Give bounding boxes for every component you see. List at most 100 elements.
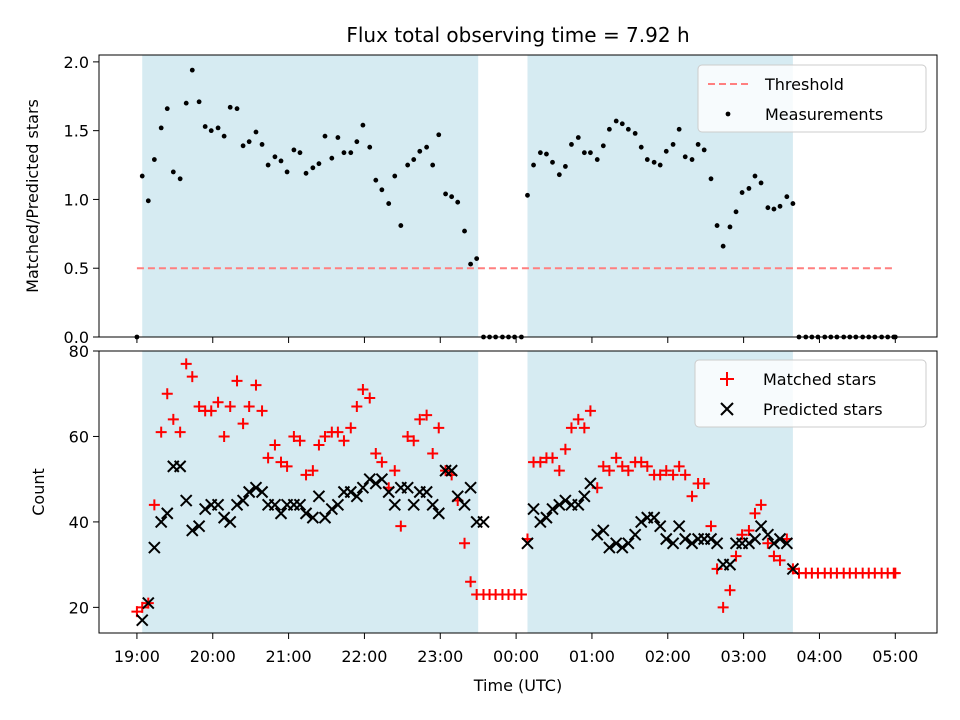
measurement-point — [462, 228, 467, 234]
measurement-point — [373, 177, 379, 183]
x-tick-label: 23:00 — [417, 647, 463, 666]
matched-star-point — [300, 469, 312, 481]
measurement-point — [575, 135, 581, 140]
predicted-star-point — [591, 528, 604, 541]
measurement-point — [348, 150, 354, 156]
matched-star-point — [717, 601, 729, 613]
measurement-point — [701, 147, 707, 153]
predicted-star-point — [407, 498, 420, 512]
predicted-star-point — [704, 532, 718, 546]
measurement-point — [449, 194, 455, 200]
predicted-star-point — [293, 498, 307, 512]
predicted-star-point — [350, 490, 364, 503]
matched-star-point — [357, 383, 369, 395]
bottom-legend-frame — [694, 359, 927, 428]
predicted-star-point — [325, 502, 339, 516]
measurement-point — [240, 143, 246, 149]
predicted-star-point — [653, 519, 667, 533]
measurement-point — [537, 150, 543, 156]
measurement-point — [790, 201, 796, 206]
x-tick-label: 20:00 — [190, 647, 236, 666]
measurement-point — [455, 199, 461, 205]
measurement-point — [771, 206, 777, 212]
matched-star-point — [641, 460, 653, 472]
matched-star-point — [275, 456, 287, 468]
measurement-point — [291, 147, 297, 153]
measurement-point — [341, 150, 347, 156]
measurement-point — [689, 157, 695, 162]
legend-measurements-label: Measurements — [765, 105, 883, 124]
measurement-point — [139, 173, 145, 179]
predicted-star-point — [723, 558, 737, 571]
predicted-star-point — [748, 532, 762, 546]
chart-title: Flux total observing time = 7.92 h — [346, 23, 689, 47]
measurement-point — [663, 148, 669, 154]
predicted-star-point — [761, 528, 775, 541]
measurement-point — [758, 180, 764, 186]
measurement-point — [714, 223, 720, 228]
measurement-point — [531, 162, 536, 168]
measurement-point — [322, 133, 328, 139]
matched-star-point — [465, 576, 477, 588]
matched-star-point — [515, 589, 527, 601]
predicted-star-point — [375, 472, 389, 486]
predicted-star-point — [230, 498, 244, 512]
predicted-star-point — [578, 490, 591, 503]
matched-star-point — [610, 452, 622, 464]
measurement-point — [708, 176, 714, 182]
matched-star-point — [224, 401, 236, 413]
matched-star-point — [421, 409, 433, 421]
measurement-point — [265, 162, 271, 168]
predicted-star-point — [553, 498, 566, 512]
matched-star-point — [136, 601, 148, 613]
measurement-point — [777, 203, 783, 209]
bottom-panel: 20 40 60 80 19:00 20:00 21:00 22:00 23:00 00:00 01… — [29, 342, 938, 695]
matched-star-point — [414, 413, 426, 425]
measurement-point — [189, 67, 195, 73]
predicted-star-point — [451, 490, 464, 503]
y-tick-label: 1.5 — [64, 122, 89, 141]
matched-star-point — [294, 435, 306, 447]
predicted-star-point — [331, 498, 345, 512]
matched-star-point — [364, 392, 376, 404]
matched-star-point — [603, 465, 615, 477]
matched-star-point — [584, 405, 596, 417]
matched-star-point — [319, 430, 331, 442]
matched-star-point — [635, 456, 647, 468]
matched-star-point — [408, 435, 420, 447]
predicted-star-point — [603, 541, 616, 554]
predicted-star-point — [458, 498, 471, 512]
predicted-star-point — [780, 537, 794, 550]
matched-star-point — [370, 448, 382, 460]
measurement-point — [556, 172, 562, 178]
x-tick-label: 04:00 — [796, 647, 842, 666]
predicted-star-point — [136, 613, 149, 627]
x-tick-label: 22:00 — [341, 647, 387, 666]
measurement-point — [606, 126, 612, 132]
matched-star-point — [389, 465, 401, 477]
matched-star-point — [395, 520, 407, 532]
measurement-point — [581, 150, 587, 156]
matched-star-point — [534, 456, 546, 468]
matched-star-point — [755, 499, 767, 511]
measurement-point — [234, 106, 240, 112]
measurement-point — [177, 176, 183, 182]
matched-star-point — [762, 537, 774, 549]
matched-star-point — [218, 430, 230, 442]
predicted-star-point — [572, 498, 585, 512]
measurement-point — [651, 159, 657, 165]
measurement-point — [765, 205, 771, 211]
matched-star-point — [622, 465, 634, 477]
predicted-star-point — [635, 515, 648, 529]
bottom-y-axis-label: Count — [29, 468, 48, 516]
legend-matched-label: Matched stars — [763, 370, 876, 389]
y-tick-label: 40 — [69, 513, 89, 532]
predicted-star-point — [546, 502, 559, 516]
measurement-point — [638, 144, 644, 150]
predicted-star-point — [211, 498, 225, 512]
matched-star-point — [186, 371, 198, 383]
x-tick-label: 19:00 — [114, 647, 160, 666]
matched-star-point — [889, 567, 901, 579]
matched-star-point — [281, 460, 293, 472]
predicted-star-point — [312, 490, 326, 503]
